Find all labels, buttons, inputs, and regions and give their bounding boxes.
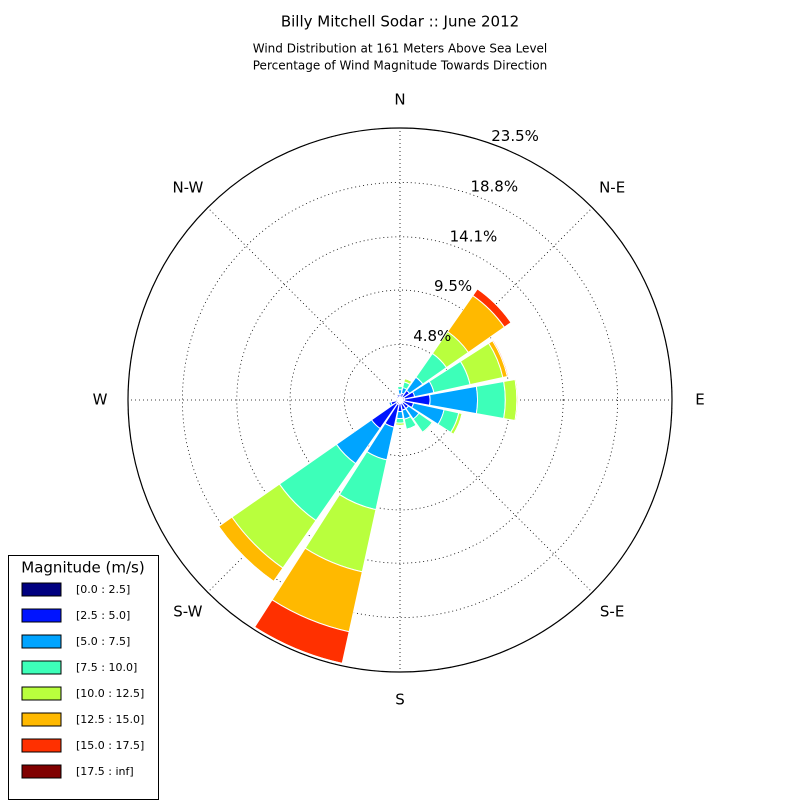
grid-circle	[181, 181, 619, 619]
legend-title: Magnitude (m/s)	[21, 559, 144, 577]
legend-swatch	[21, 686, 62, 701]
direction-label: N-E	[599, 178, 625, 196]
legend-swatch	[21, 660, 62, 675]
direction-label: N	[394, 91, 405, 109]
direction-label: E	[695, 391, 704, 409]
legend-swatch	[21, 608, 62, 623]
chart-subtitle: Wind Distribution at 161 Meters Above Se…	[253, 42, 548, 56]
bar-segment	[503, 378, 518, 422]
r-tick-label: 4.8%	[413, 327, 451, 345]
bar-segment	[515, 379, 519, 421]
legend-swatch	[21, 712, 62, 727]
direction-label: S-E	[600, 603, 624, 621]
legend-label: [5.0 : 7.5]	[76, 635, 130, 648]
legend-swatch	[21, 582, 62, 597]
bar-segment	[404, 378, 413, 382]
legend-label: [15.0 : 17.5]	[76, 739, 144, 752]
radial-grid-line	[207, 207, 401, 401]
legend-label: [10.0 : 12.5]	[76, 687, 144, 700]
r-tick-label: 23.5%	[491, 127, 539, 145]
radial-grid-line	[399, 207, 593, 401]
direction-label: S-W	[173, 603, 202, 621]
bar-segment	[395, 417, 405, 424]
direction-label: N-W	[172, 178, 203, 196]
legend-label: [0.0 : 2.5]	[76, 583, 130, 596]
legend-swatch	[21, 764, 62, 779]
direction-label: S	[395, 691, 405, 709]
direction-label: W	[93, 391, 108, 409]
grid-circle	[236, 236, 564, 564]
legend-label: [12.5 : 15.0]	[76, 713, 144, 726]
legend-label: [2.5 : 5.0]	[76, 609, 130, 622]
legend-label: [17.5 : inf]	[76, 765, 134, 778]
bar-segment	[475, 380, 506, 420]
radial-grid-line	[399, 399, 593, 593]
r-tick-label: 9.5%	[434, 277, 472, 295]
legend-swatch	[21, 738, 62, 753]
bar-segment	[493, 339, 510, 377]
chart-subtitle: Percentage of Wind Magnitude Towards Dir…	[253, 59, 547, 73]
axis-frame	[127, 127, 673, 673]
r-tick-label: 18.8%	[470, 177, 518, 195]
chart-title: Billy Mitchell Sodar :: June 2012	[281, 13, 519, 31]
r-tick-label: 14.1%	[450, 228, 498, 246]
bar-segment	[453, 413, 463, 435]
legend-swatch	[21, 634, 62, 649]
legend-label: [7.5 : 10.0]	[76, 661, 137, 674]
